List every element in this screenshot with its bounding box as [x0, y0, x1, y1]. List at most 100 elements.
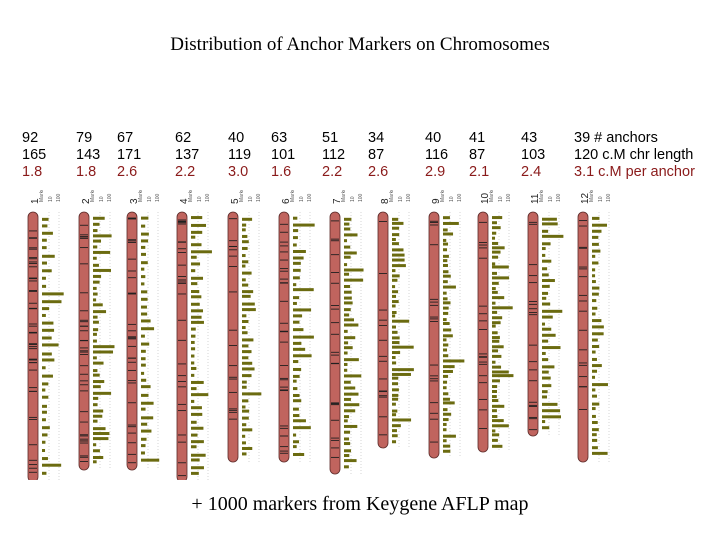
- marker-bar: [93, 274, 102, 278]
- marker-bar: [242, 338, 254, 342]
- marker-bar: [93, 414, 103, 418]
- marker-bar: [392, 418, 412, 422]
- marker-bar: [392, 336, 400, 340]
- marker-bar: [344, 313, 350, 317]
- marker-bar: [242, 278, 246, 282]
- marker-bar: [443, 280, 448, 284]
- chr-length: 171: [117, 147, 142, 163]
- marker-bar: [42, 440, 46, 444]
- marker-bar: [542, 267, 548, 271]
- marker-bar: [42, 463, 62, 467]
- marker-bar: [242, 264, 246, 268]
- scale-label: Markers: [239, 190, 245, 202]
- marker-bar: [443, 285, 456, 289]
- marker-bar: [141, 401, 154, 405]
- marker-bar: [492, 339, 500, 343]
- marker-bar: [141, 437, 147, 441]
- chromosome-stats-3: 67 171 2.6: [117, 130, 141, 181]
- chr-length: 112: [322, 147, 346, 163]
- marker-bar: [191, 216, 203, 220]
- marker-bar: [93, 339, 97, 343]
- cm-per-anchor: 2.6: [117, 164, 138, 180]
- anchor-count: 40: [425, 130, 442, 146]
- marker-bar: [542, 273, 549, 277]
- marker-bar: [293, 301, 297, 305]
- marker-bar: [392, 290, 399, 294]
- chr-length: 101: [271, 147, 296, 163]
- marker-bar: [492, 374, 514, 378]
- marker-bar: [592, 280, 596, 284]
- marker-bar: [592, 242, 599, 246]
- marker-bar: [492, 301, 496, 305]
- marker-bar: [242, 290, 254, 294]
- marker-bar: [492, 250, 501, 254]
- marker-bar: [392, 424, 401, 428]
- marker-bar: [242, 271, 252, 275]
- cm-per-anchor: 2.9: [425, 164, 446, 180]
- marker-bar: [42, 261, 47, 265]
- marker-bar: [293, 276, 300, 280]
- marker-bar: [242, 416, 249, 420]
- marker-bar: [392, 345, 414, 349]
- marker-bar: [242, 234, 248, 238]
- marker-bar: [141, 349, 146, 353]
- marker-bar: [542, 358, 549, 362]
- marker-bar: [93, 449, 100, 453]
- marker-bar: [242, 223, 247, 227]
- cm-per-anchor: 2.6: [368, 164, 389, 180]
- chromosome-stats-1: 92 165 1.8: [22, 130, 46, 181]
- marker-bar: [443, 328, 452, 332]
- marker-bar: [542, 415, 561, 419]
- marker-bar: [443, 270, 449, 274]
- marker-bar: [93, 345, 115, 349]
- marker-bar: [592, 319, 602, 323]
- marker-bar: [141, 232, 149, 236]
- scale-label: 100: [606, 193, 612, 202]
- anchor-count: 62: [175, 130, 192, 146]
- cm-per-anchor: 2.1: [469, 164, 490, 180]
- marker-bar: [344, 409, 356, 413]
- marker-bar: [542, 291, 549, 295]
- scale-label: 100: [506, 193, 512, 202]
- marker-bar: [592, 235, 599, 239]
- marker-bar: [93, 222, 100, 226]
- marker-bar: [344, 217, 352, 221]
- marker-bar: [592, 438, 598, 442]
- scale-label: Markers: [440, 190, 446, 202]
- chromosome-stats-4: 62 137 2.2: [175, 130, 199, 181]
- marker-bar: [392, 325, 396, 329]
- marker-bar: [443, 428, 447, 432]
- marker-bar: [242, 434, 246, 438]
- marker-bar: [191, 295, 202, 299]
- marker-bar: [191, 426, 204, 430]
- marker-bar: [242, 350, 252, 354]
- marker-bar: [191, 255, 197, 259]
- marker-bar: [492, 221, 497, 225]
- marker-bar: [492, 345, 504, 349]
- marker-bar: [443, 221, 459, 225]
- marker-bar: [344, 351, 348, 355]
- marker-bar: [492, 433, 500, 437]
- marker-bar: [242, 405, 246, 409]
- marker-bar: [42, 358, 55, 362]
- marker-bar: [191, 269, 196, 273]
- marker-bar: [344, 255, 351, 259]
- marker-bar: [344, 301, 353, 305]
- marker-bar: [492, 287, 496, 291]
- marker-bar: [242, 240, 249, 244]
- marker-bar: [443, 248, 448, 252]
- marker-bar: [141, 371, 145, 375]
- marker-bar: [443, 418, 449, 422]
- marker-bar: [344, 459, 357, 463]
- marker-bar: [293, 308, 312, 312]
- marker-bar: [93, 292, 98, 296]
- marker-bar: [344, 296, 352, 300]
- marker-bar: [191, 453, 206, 457]
- marker-bar: [392, 226, 400, 230]
- marker-bar: [141, 239, 149, 243]
- anchor-count: 63: [271, 130, 288, 146]
- marker-bar: [242, 302, 255, 306]
- chromosome-body: [577, 211, 589, 463]
